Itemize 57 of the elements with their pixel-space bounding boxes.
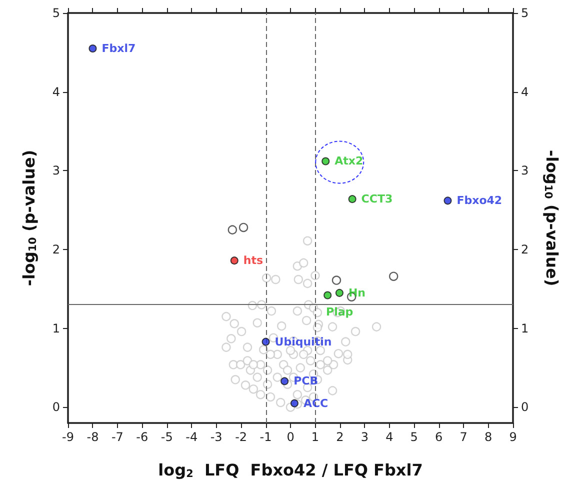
y-tick-label: 3 <box>52 164 60 178</box>
y-tick-label: 5 <box>52 6 60 20</box>
point <box>389 272 398 281</box>
data-label: CCT3 <box>361 192 393 206</box>
point <box>290 399 298 408</box>
x-tick-label: 7 <box>460 430 468 444</box>
data-label: Hn <box>348 286 366 300</box>
y2-tick-label: 2 <box>521 242 529 257</box>
x-tick-label: -5 <box>160 430 173 444</box>
x-tick-label: -3 <box>210 430 222 444</box>
x-tick-label: 0 <box>286 430 294 444</box>
data-label: Atx2 <box>334 154 364 168</box>
data-label: hts <box>243 254 264 268</box>
y-axis-title: -log10 (p-value) <box>20 150 39 286</box>
point <box>262 338 270 346</box>
x-tick-label: 6 <box>435 430 443 444</box>
x-tick-label: 2 <box>336 430 344 444</box>
point <box>88 44 97 52</box>
y2-tick-label: 4 <box>521 84 529 99</box>
x-tick-label: -2 <box>235 430 248 444</box>
x-tick-label: 1 <box>311 430 320 444</box>
point <box>230 256 238 265</box>
y2-axis-title: -log10 (p-value) <box>542 150 562 286</box>
point <box>348 195 356 204</box>
x-tick-label: -1 <box>260 430 272 444</box>
x-tick-label: -6 <box>136 430 148 444</box>
y2-tick-label: 5 <box>521 6 529 20</box>
x-tick-label: -8 <box>86 430 99 444</box>
x-tick-label: -4 <box>186 430 198 444</box>
data-label: Plap <box>326 305 354 318</box>
y-tick-label: 2 <box>52 242 60 257</box>
x-tick-label: -7 <box>111 430 124 444</box>
y2-tick-label: 3 <box>521 164 529 178</box>
data-label: ACC <box>303 396 328 410</box>
data-label: Fbxl7 <box>102 42 136 55</box>
point <box>335 288 344 297</box>
y2-tick-label: 0 <box>521 400 529 414</box>
point <box>228 225 238 234</box>
x-tick-label: 9 <box>509 430 517 444</box>
point <box>238 222 248 232</box>
y2-tick-label: 1 <box>521 321 529 336</box>
data-label: Ubiquitin <box>274 335 332 348</box>
y-tick-label: 1 <box>52 321 60 336</box>
data-label: Fbxo42 <box>456 194 502 208</box>
y-tick-label: 4 <box>52 84 60 99</box>
x-tick-label: -9 <box>62 430 74 444</box>
data-label: PCB <box>294 374 318 388</box>
point <box>324 291 332 300</box>
point <box>444 196 452 205</box>
point <box>322 157 330 166</box>
x-tick-label: 4 <box>386 430 394 444</box>
x-tick-label: 5 <box>410 430 418 444</box>
point <box>332 276 342 285</box>
point <box>280 377 289 386</box>
y-tick-label: 0 <box>52 400 60 414</box>
x-tick-label: 3 <box>360 430 368 444</box>
x-tick-label: 8 <box>484 430 492 444</box>
